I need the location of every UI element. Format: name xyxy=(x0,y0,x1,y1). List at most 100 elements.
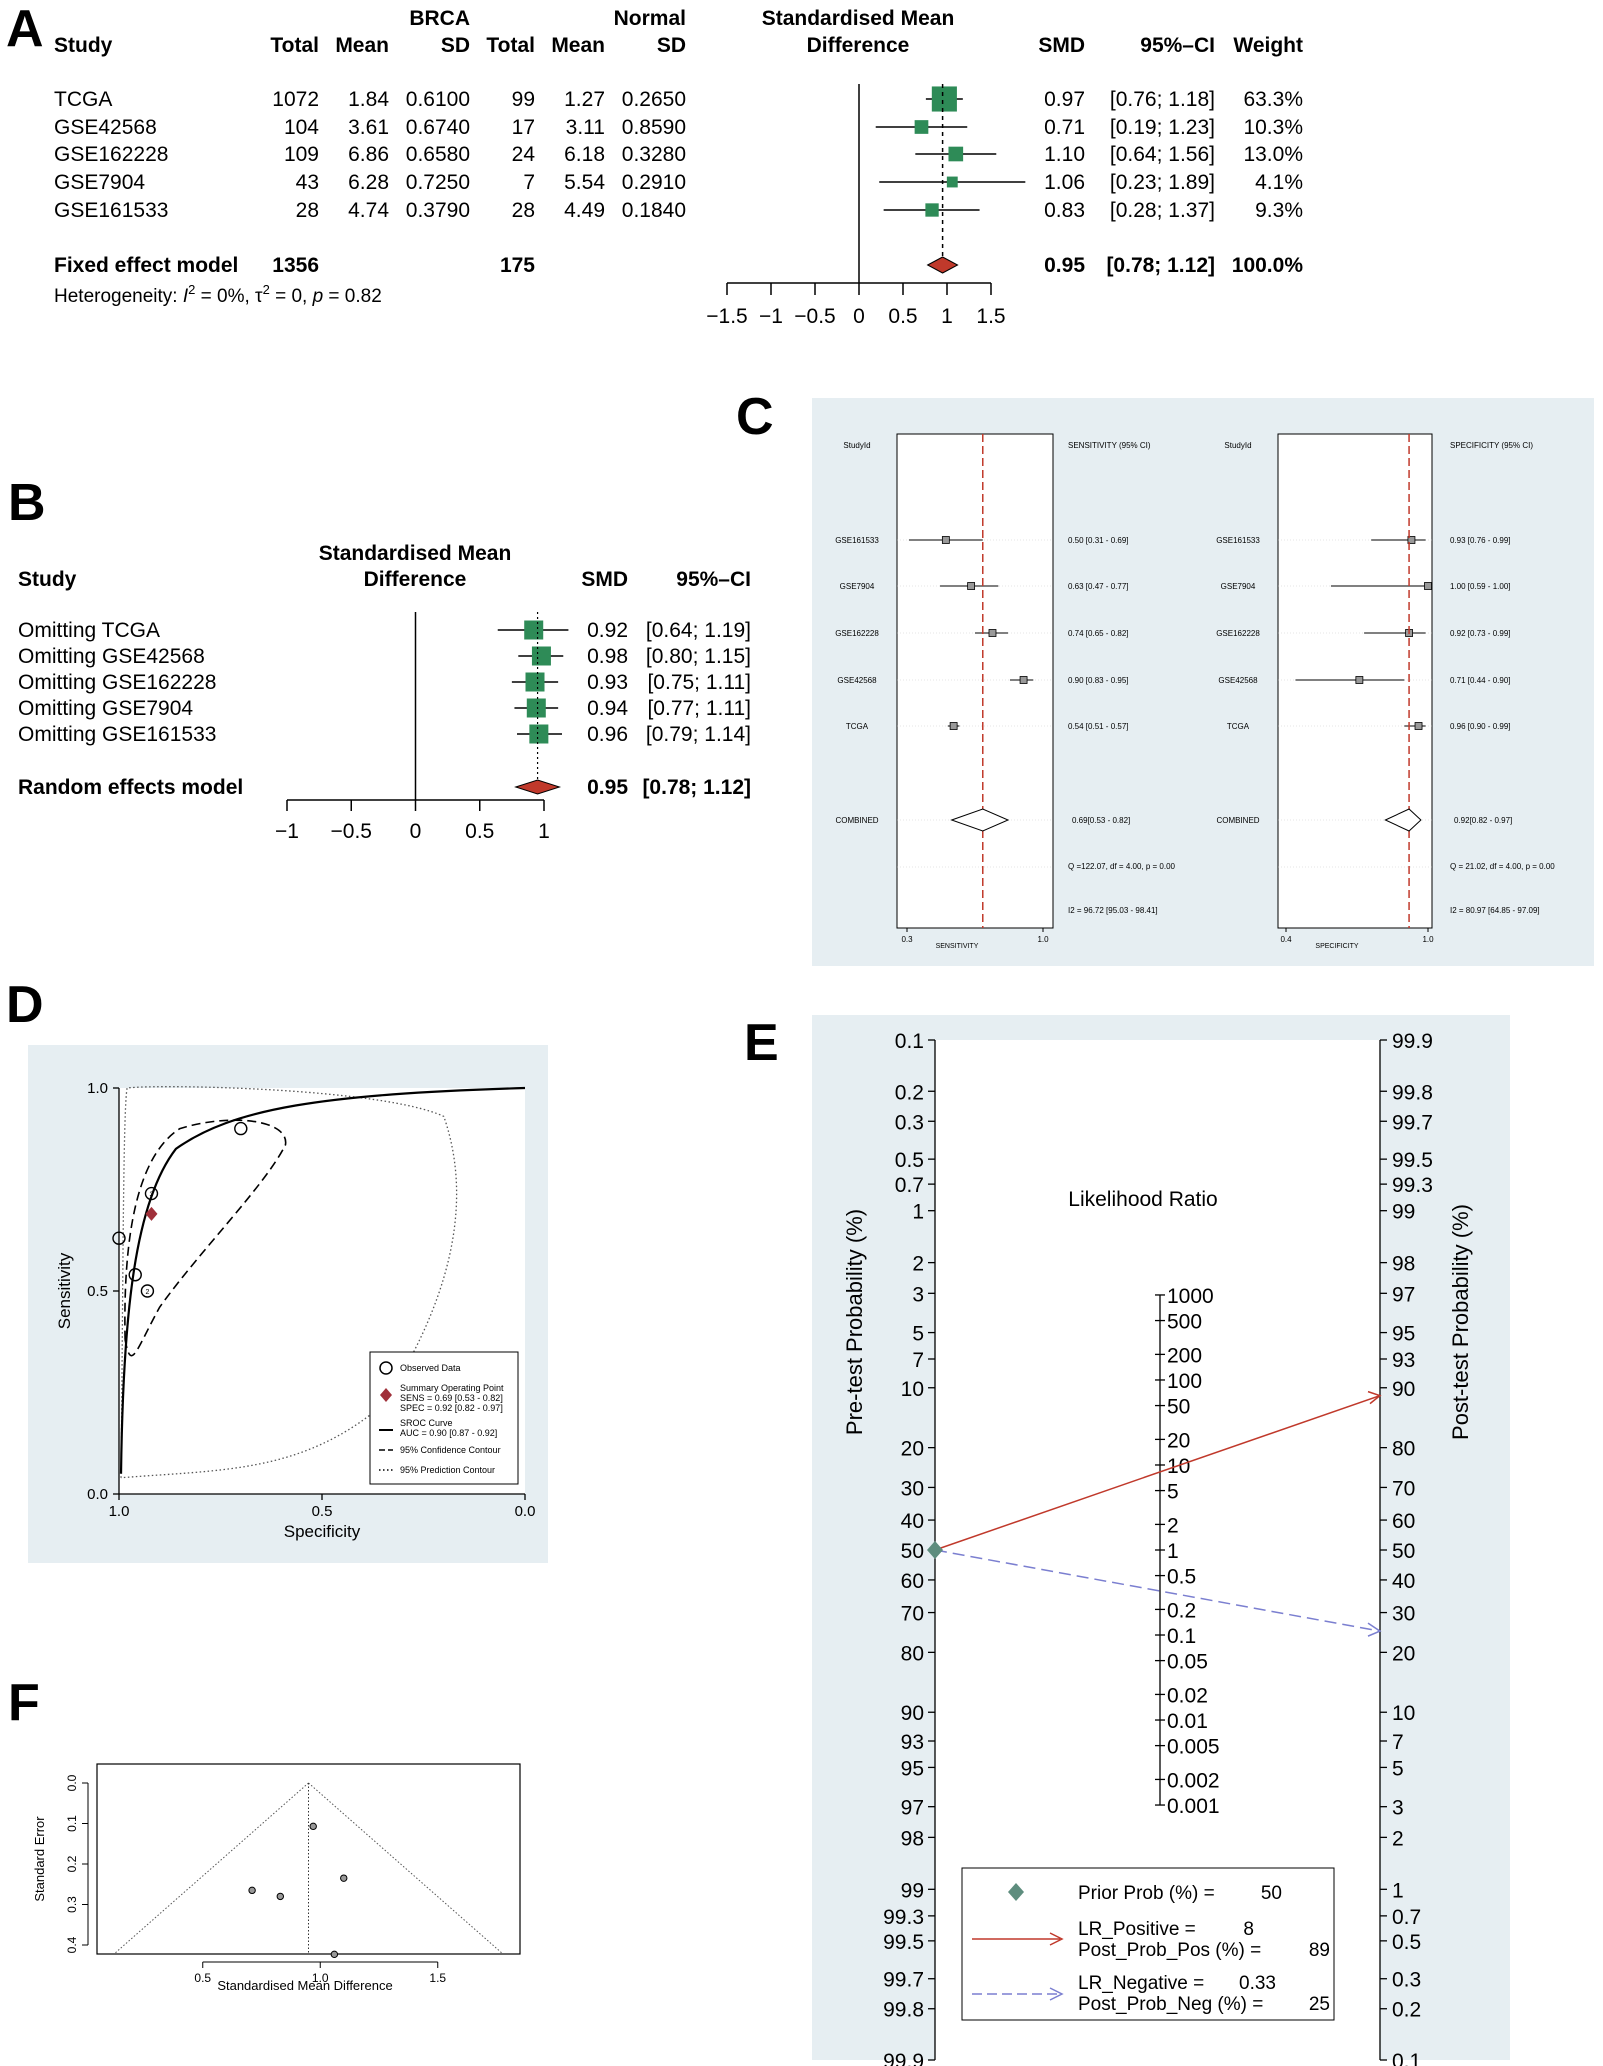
a-weight-square xyxy=(914,120,929,134)
e-right-tick-label: 99.5 xyxy=(1392,1149,1433,1172)
d-observed-point xyxy=(144,1186,159,1201)
a-weight-square xyxy=(946,176,958,188)
d-sroc-curve xyxy=(119,1086,526,1474)
a-row-mean2: 5.54 xyxy=(564,171,605,194)
f-ylabel: Standard Error xyxy=(32,1816,47,1902)
d-observed-point xyxy=(140,1284,155,1298)
panel-letter-a: A xyxy=(6,0,44,58)
a-col-study: Study xyxy=(54,34,113,57)
c-sens-point xyxy=(941,536,950,544)
a-group-header-brca: BRCA xyxy=(409,7,470,30)
d-summary-point xyxy=(145,1206,158,1221)
e-legend-lrpos-arrow xyxy=(1049,1932,1064,1946)
d-x-tick-label: 1.0 xyxy=(109,1503,130,1520)
a-x-tick-label: 0 xyxy=(853,305,865,328)
b-row-smd: 0.94 xyxy=(587,697,628,720)
e-lr-tick-label: 0.1 xyxy=(1167,1625,1196,1648)
f-x-tick-label: 0.5 xyxy=(194,1971,211,1985)
d-ylabel: Sensitivity xyxy=(55,1252,74,1329)
a-row-study: GSE161533 xyxy=(54,199,168,222)
a-row-mean1: 3.61 xyxy=(348,116,389,139)
a-row-mean2: 1.27 xyxy=(564,88,605,111)
c-spec-plot-box xyxy=(1277,433,1433,929)
c-sens-row-ci: 0.54 [0.51 - 0.57] xyxy=(1068,722,1129,731)
e-left-tick-label: 99.9 xyxy=(883,2050,924,2066)
c-sens-combined-ci: 0.69[0.53 - 0.82] xyxy=(1072,816,1130,825)
e-right-tick-label: 97 xyxy=(1392,1283,1415,1306)
b-row-study: Omitting TCGA xyxy=(18,619,160,642)
a-row-smd: 0.97 xyxy=(1044,88,1085,111)
d-legend-auc: AUC = 0.90 [0.87 - 0.92] xyxy=(400,1428,497,1438)
d-legend-sens: SENS = 0.69 [0.53 - 0.82] xyxy=(400,1393,503,1403)
d-y-tick-label: 0.0 xyxy=(87,1486,108,1503)
c-spec-q-text: Q = 21.02, df = 4.00, p = 0.00 xyxy=(1450,862,1555,871)
e-lr-tick-label: 500 xyxy=(1167,1311,1202,1334)
e-right-tick-label: 98 xyxy=(1392,1253,1415,1276)
e-negative-arrowhead xyxy=(1367,1622,1382,1637)
f-funnel-right xyxy=(308,1782,503,1954)
d-confidence-contour xyxy=(124,1119,287,1357)
c-sens-row-ci: 0.50 [0.31 - 0.69] xyxy=(1068,536,1129,545)
a-row-smd: 1.06 xyxy=(1044,171,1085,194)
d-legend-pred: 95% Prediction Contour xyxy=(400,1465,495,1475)
b-row-ci: [0.75; 1.11] xyxy=(647,671,751,694)
a-row-sd1: 0.3790 xyxy=(406,199,470,222)
e-right-tick-label: 0.5 xyxy=(1392,1931,1421,1954)
f-study-point xyxy=(248,1886,256,1895)
c-sens-x-tick-label: 1.0 xyxy=(1037,935,1049,944)
c-spec-row-ci: 0.92 [0.73 - 0.99] xyxy=(1450,629,1511,638)
a-summary-total1: 1356 xyxy=(272,254,319,277)
f-xlabel: Standardised Mean Difference xyxy=(217,1978,392,1993)
a-row-weight: 9.3% xyxy=(1255,199,1303,222)
a-row-sd2: 0.2910 xyxy=(622,171,686,194)
a-row-total2: 17 xyxy=(512,116,535,139)
b-smd-header-2: Difference xyxy=(364,568,467,591)
b-weight-square xyxy=(526,698,546,718)
c-spec-studyid-header: StudyId xyxy=(1224,441,1251,450)
a-group-header-normal: Normal xyxy=(614,7,686,30)
b-row-ci: [0.80; 1.15] xyxy=(646,645,751,668)
a-row-total1: 1072 xyxy=(272,88,319,111)
a-row-sd1: 0.6100 xyxy=(406,88,470,111)
b-x-tick-label: 1 xyxy=(538,820,550,843)
a-row-study: GSE162228 xyxy=(54,143,168,166)
c-spec-row-study: TCGA xyxy=(1227,722,1250,731)
e-lr-tick-label: 0.002 xyxy=(1167,1769,1220,1792)
e-left-tick-label: 40 xyxy=(901,1510,924,1533)
c-sens-plot-box xyxy=(896,433,1054,929)
b-row-study: Omitting GSE162228 xyxy=(18,671,216,694)
b-summary-label: Random effects model xyxy=(18,776,243,799)
a-row-mean2: 4.49 xyxy=(564,199,605,222)
a-row-weight: 10.3% xyxy=(1243,116,1303,139)
d-legend-observed: Observed Data xyxy=(400,1363,461,1373)
c-spec-row-study: GSE162228 xyxy=(1216,629,1260,638)
c-spec-combined-diamond xyxy=(1384,808,1422,832)
e-lr-tick-label: 0.5 xyxy=(1167,1566,1196,1589)
c-spec-ci-header: SPECIFICITY (95% CI) xyxy=(1450,441,1533,450)
f-study-point xyxy=(309,1822,317,1831)
e-left-tick-label: 0.3 xyxy=(895,1111,924,1134)
panel-letter-d: D xyxy=(6,976,44,1034)
e-lr-tick-label: 20 xyxy=(1167,1429,1190,1452)
e-right-tick-label: 60 xyxy=(1392,1510,1415,1533)
e-right-tick-label: 2 xyxy=(1392,1827,1404,1850)
e-lr-tick-label: 2 xyxy=(1167,1514,1179,1537)
f-funnel-left xyxy=(114,1782,309,1954)
e-left-tick-label: 0.1 xyxy=(895,1030,924,1053)
e-right-label: Post-test Probability (%) xyxy=(1448,1204,1473,1440)
a-row-total1: 28 xyxy=(296,199,319,222)
panel-letter-e: E xyxy=(744,1014,779,1072)
e-left-tick-label: 97 xyxy=(901,1797,924,1820)
a-summary-diamond xyxy=(926,256,959,274)
e-right-tick-label: 80 xyxy=(1392,1438,1415,1461)
e-lr-tick-label: 10 xyxy=(1167,1455,1190,1478)
e-right-tick-label: 0.2 xyxy=(1392,1999,1421,2022)
c-spec-row-ci: 0.93 [0.76 - 0.99] xyxy=(1450,536,1511,545)
a-smd-header-2: Difference xyxy=(807,34,910,57)
a-row-study: TCGA xyxy=(54,88,112,111)
e-lr-tick-label: 5 xyxy=(1167,1481,1179,1504)
panel-b-forest-plot: Standardised Mean Difference Study SMD 9… xyxy=(18,542,751,843)
c-sens-row-study: TCGA xyxy=(846,722,869,731)
a-row-sd1: 0.7250 xyxy=(406,171,470,194)
